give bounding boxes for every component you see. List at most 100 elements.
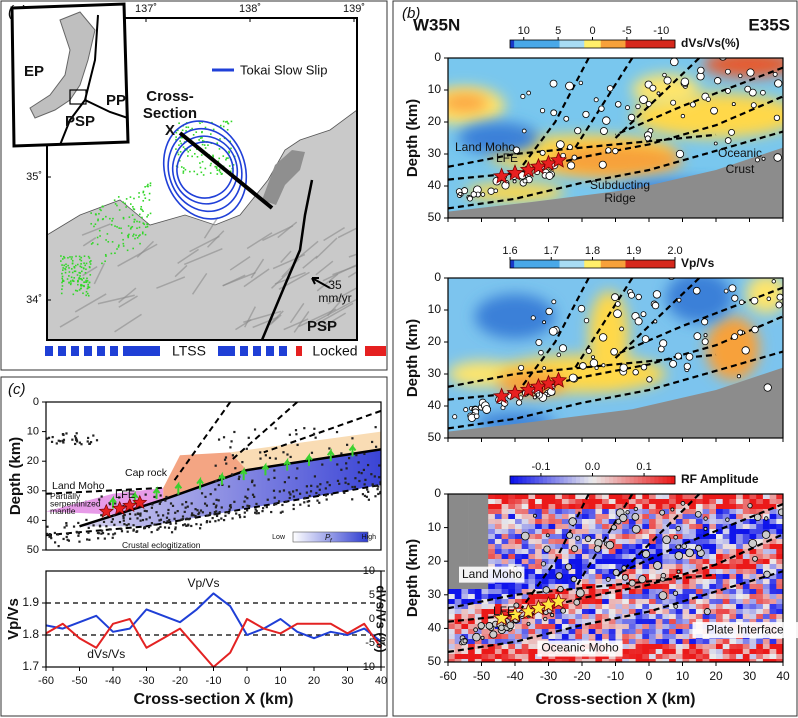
earthquake: [288, 491, 290, 493]
rf-cell: [676, 639, 683, 644]
rf-cell: [629, 544, 636, 549]
rf-cell: [729, 614, 736, 619]
rf-cell: [776, 524, 783, 529]
colorbar-cell: [584, 260, 589, 268]
tremor: [217, 169, 219, 171]
rf-cell: [542, 494, 549, 499]
tremor: [142, 210, 144, 212]
rf-cell: [716, 549, 723, 554]
rf-cell: [716, 509, 723, 514]
rf-cell: [528, 529, 535, 534]
rf-cell: [461, 499, 468, 504]
earthquake: [229, 505, 231, 507]
rf-cell: [703, 504, 710, 509]
earthquake: [711, 107, 718, 114]
tremor: [142, 200, 144, 202]
rf-cell: [756, 589, 763, 594]
rf-cell: [542, 579, 549, 584]
rf-cell: [569, 634, 576, 639]
earthquake: [49, 533, 51, 535]
earthquake: [561, 608, 566, 613]
y-tick-label: 40: [428, 398, 442, 412]
earthquake: [615, 101, 621, 107]
rf-cell: [622, 639, 629, 644]
y-tick-label: 30: [428, 587, 442, 601]
earthquake: [165, 496, 167, 498]
earthquake: [354, 486, 356, 488]
rf-cell: [582, 629, 589, 634]
tremor: [80, 285, 82, 287]
rf-cell: [729, 529, 736, 534]
tremor: [132, 214, 134, 216]
colorbar-cell: [613, 476, 618, 484]
earthquake: [48, 437, 50, 439]
earthquake: [772, 280, 776, 284]
tremor: [147, 226, 149, 228]
rf-cell: [629, 569, 636, 574]
tremor: [146, 223, 148, 225]
rf-cell: [709, 639, 716, 644]
lat-tick-label: 34˚: [26, 294, 42, 306]
rf-cell: [589, 524, 596, 529]
earthquake: [166, 517, 168, 519]
earthquake: [325, 494, 327, 496]
tremor: [62, 267, 64, 269]
tremor: [68, 282, 70, 284]
tremor: [91, 243, 93, 245]
rf-cell: [636, 624, 643, 629]
rf-cell: [770, 584, 777, 589]
rf-cell: [763, 579, 770, 584]
rf-cell: [629, 539, 636, 544]
earthquake: [212, 517, 214, 519]
rf-cell: [482, 594, 489, 599]
rf-cell: [482, 504, 489, 509]
rf-cell: [656, 539, 663, 544]
earthquake: [375, 446, 377, 448]
earthquake: [123, 520, 125, 522]
tremor: [124, 203, 126, 205]
earthquake: [706, 97, 710, 101]
rf-cell: [703, 579, 710, 584]
earthquake: [239, 516, 241, 518]
rf-cell: [549, 524, 556, 529]
tremor: [212, 155, 214, 157]
earthquake: [157, 514, 159, 516]
rf-cell: [461, 654, 468, 659]
rf-cell: [609, 549, 616, 554]
rf-cell: [528, 524, 535, 529]
pf-legend-label: High: [362, 534, 377, 541]
earthquake: [231, 517, 233, 519]
rf-cell: [549, 624, 556, 629]
x-tick-label: -30: [139, 675, 155, 687]
earthquake: [522, 129, 526, 133]
rf-cell: [750, 509, 757, 514]
velocity-anomaly: [475, 294, 555, 339]
lon-tick-label: 138˚: [239, 3, 261, 15]
tremor: [229, 165, 231, 167]
earthquake: [48, 536, 50, 538]
colorbar-cell: [510, 476, 515, 484]
rf-cell: [589, 494, 596, 499]
rf-cell: [683, 654, 690, 659]
rf-cell: [461, 614, 468, 619]
rf-cell: [676, 619, 683, 624]
rf-cell: [642, 654, 649, 659]
tremor: [97, 220, 99, 222]
earthquake: [254, 512, 256, 514]
rf-cell: [475, 499, 482, 504]
rf-cell: [482, 609, 489, 614]
tremor: [132, 235, 134, 237]
colorbar-cell: [597, 260, 602, 268]
rf-cell: [756, 644, 763, 649]
rf-cell: [649, 494, 656, 499]
colorbar-cell: [650, 476, 655, 484]
rf-cell: [475, 649, 482, 654]
earthquake: [225, 456, 227, 458]
rf-cell: [622, 554, 629, 559]
rf-cell: [542, 519, 549, 524]
rf-cell: [528, 564, 535, 569]
earthquake: [557, 353, 561, 357]
rf-cell: [622, 544, 629, 549]
locked-segment: [376, 346, 386, 356]
rf-cell: [669, 654, 676, 659]
